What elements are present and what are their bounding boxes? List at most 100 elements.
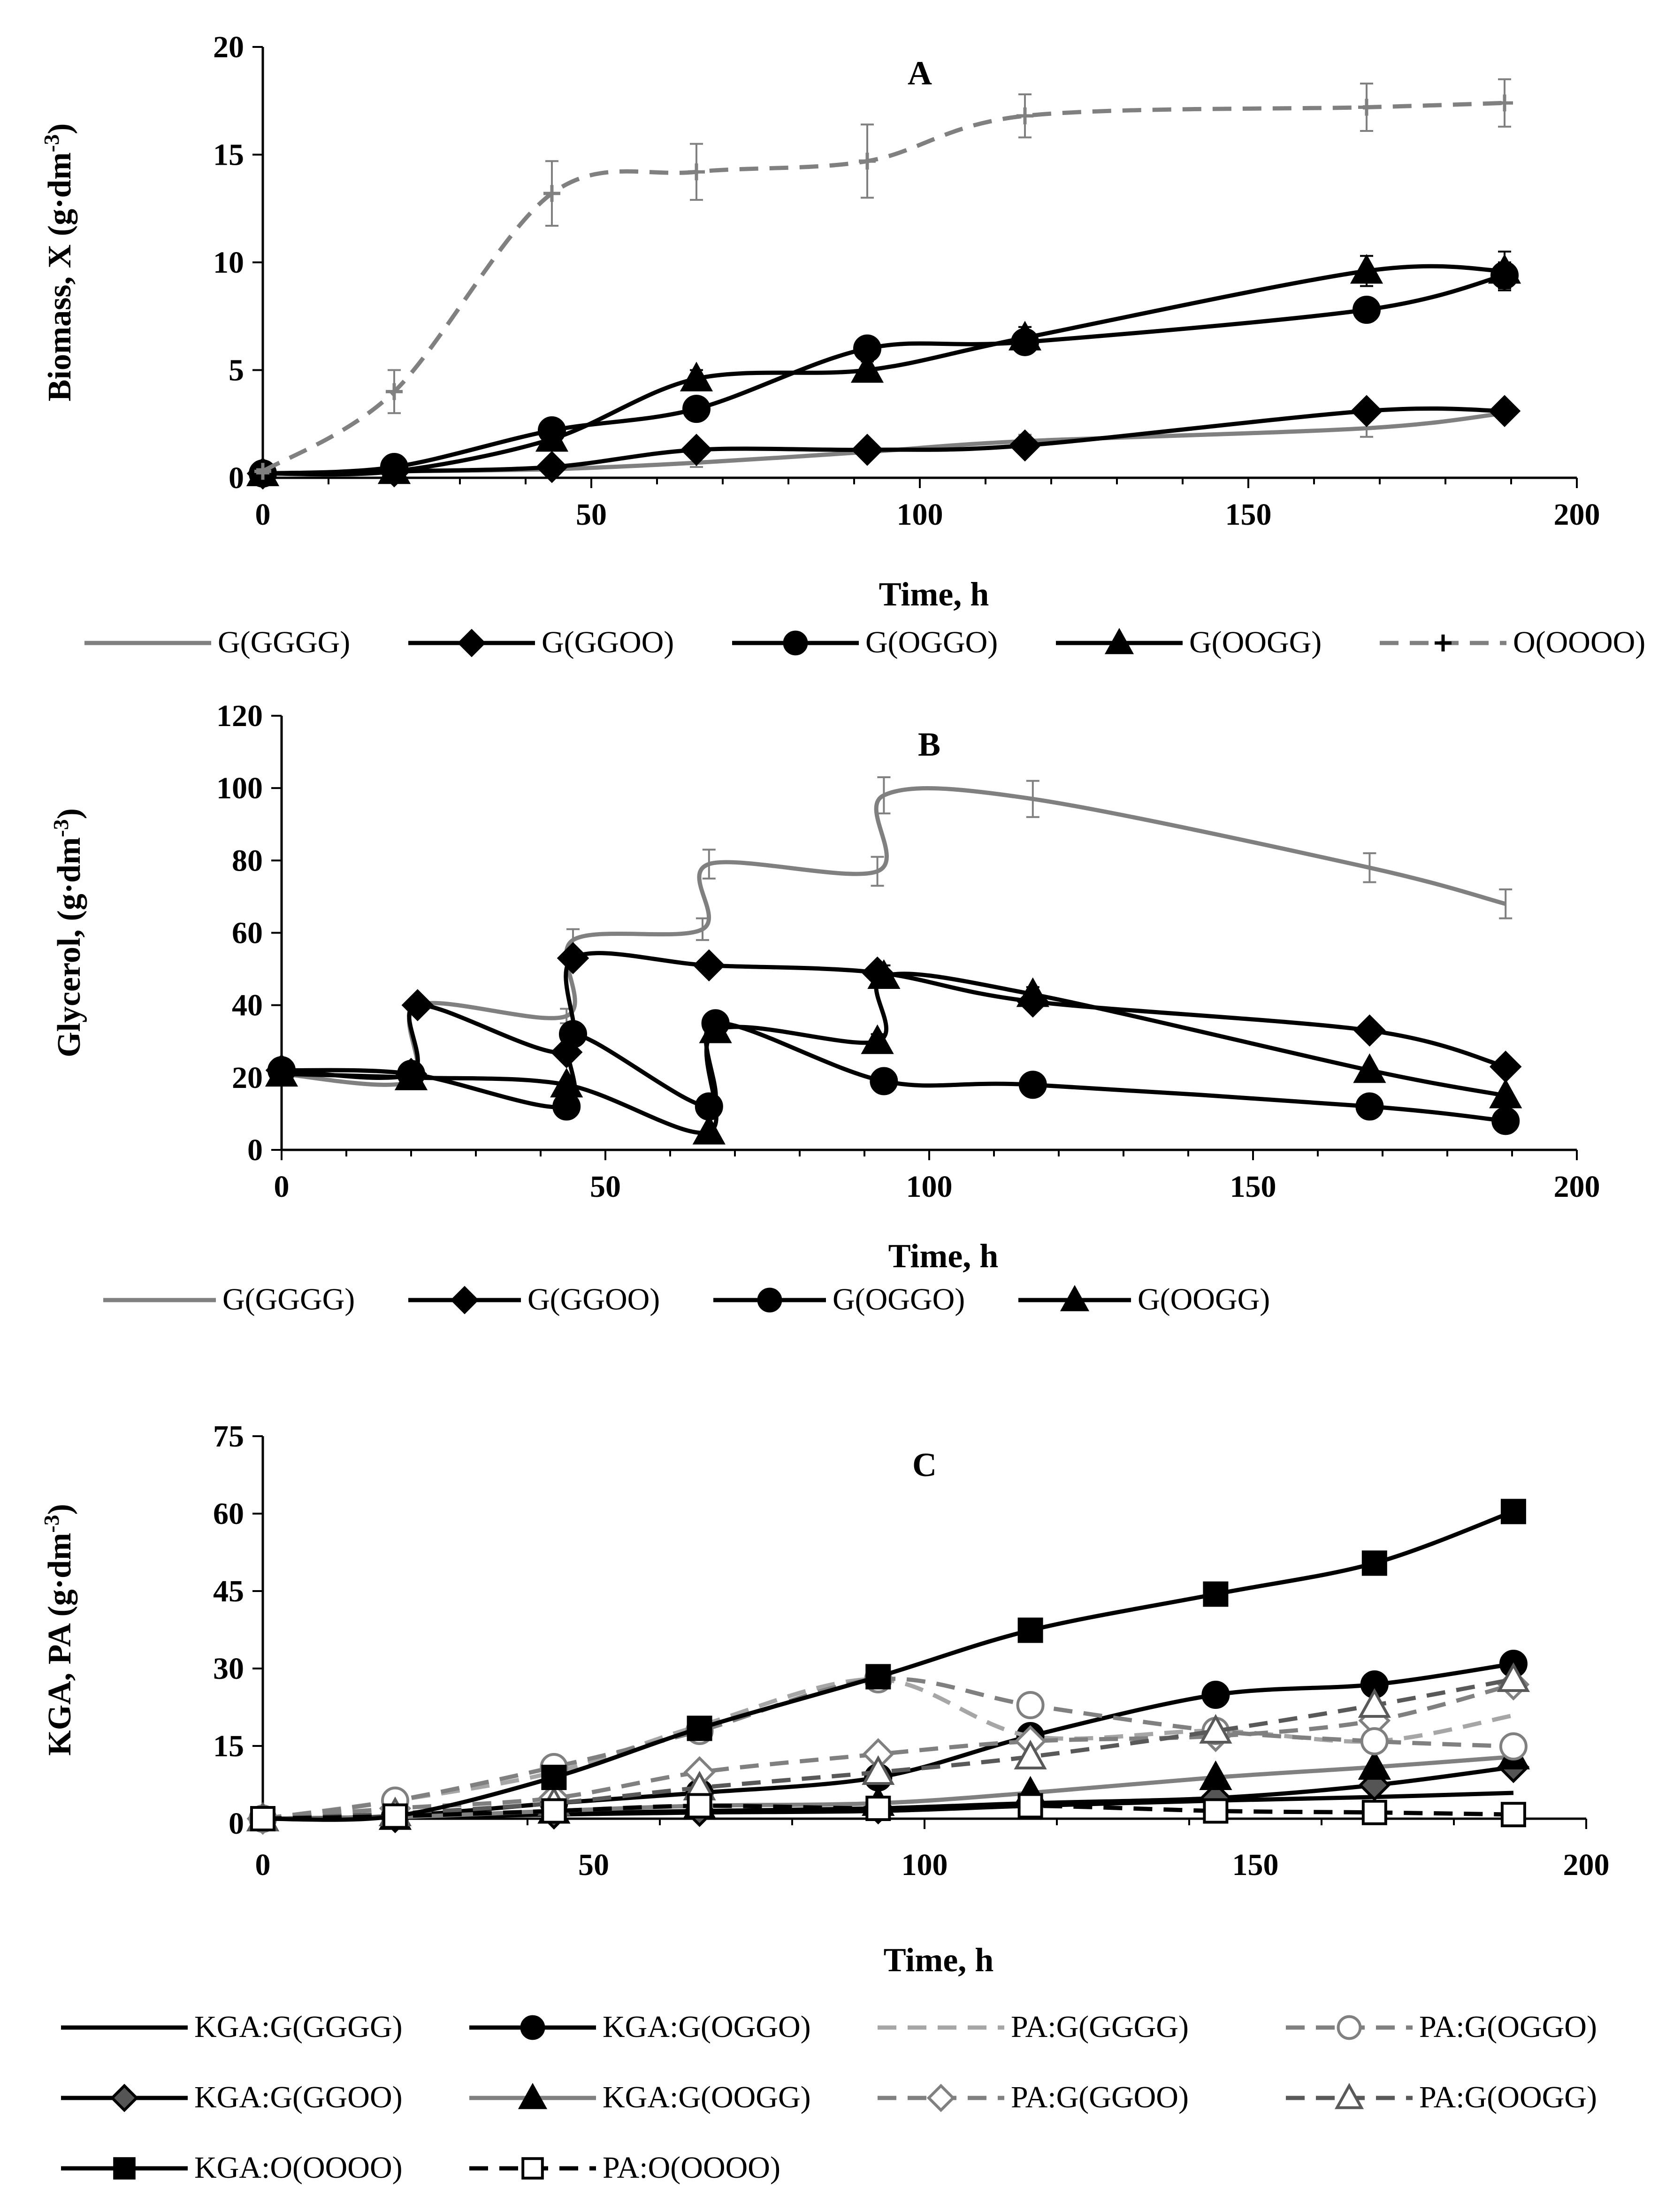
data-point: [1016, 977, 1049, 1007]
data-point: [1017, 1617, 1043, 1643]
chart-panel-a: 0 50 100 150 200 0 5 10 15 20 A Time, h Biomass, X (…: [39, 30, 1646, 659]
data-point: [687, 1715, 712, 1741]
x-tick-label: 0: [255, 498, 271, 532]
legend-label: PA:G(GGOO): [1011, 2080, 1189, 2114]
data-point: [862, 1755, 895, 1785]
x-tick-label: 200: [1554, 1170, 1600, 1204]
legend-label: G(GGOO): [527, 1282, 660, 1316]
y-tick-label: 20: [232, 1061, 263, 1095]
y-tick-label: 60: [232, 916, 263, 950]
legend-item-pa-g-gggg: PA:G(GGGG): [878, 2010, 1189, 2044]
y-tick-label: 40: [232, 988, 263, 1023]
legend-label: PA:G(OGGO): [1419, 2010, 1597, 2044]
legend-label: G(GGGG): [218, 625, 350, 659]
legend-label: G(OGGO): [833, 1282, 965, 1316]
data-point: [692, 1115, 726, 1145]
legend-item-pa-g-oggo: PA:G(OGGO): [1286, 2010, 1597, 2044]
data-point: [680, 434, 713, 466]
legend-item-g-ggoo: G(GGOO): [408, 625, 674, 659]
legend-label: G(OOGG): [1138, 1282, 1270, 1316]
x-tick-label: 200: [1563, 1848, 1610, 1882]
data-point: [865, 1664, 891, 1690]
data-point: [250, 1806, 275, 1831]
x-tick-label: 0: [274, 1170, 290, 1204]
data-point: [1355, 1092, 1384, 1121]
data-point: [552, 1092, 581, 1121]
legend-item-kga-o-oooo: KGA:O(OOOO): [61, 2151, 403, 2185]
legend-item-g-ggoo: G(GGOO): [408, 1282, 660, 1316]
legend-marker: [1337, 2015, 1362, 2040]
data-point: [1496, 94, 1513, 112]
series-g-ggoo: [265, 942, 1522, 1090]
data-point: [535, 451, 568, 483]
data-point: [401, 989, 434, 1021]
legend-label: PA:G(OOGG): [1419, 2080, 1597, 2114]
data-point: [1199, 1760, 1232, 1790]
data-point: [1488, 254, 1521, 284]
legend-item-g-gggg: G(GGGG): [103, 1282, 355, 1316]
x-tick-label: 50: [590, 1170, 621, 1204]
series-line: [281, 951, 1506, 1080]
y-tick-label: 60: [213, 1497, 244, 1531]
legend-label: KGA:G(OGGO): [603, 2010, 811, 2044]
legend-label: G(GGOO): [542, 625, 674, 659]
data-point: [865, 1796, 891, 1821]
legend-label: PA:O(OOOO): [603, 2151, 780, 2185]
legend-marker: [521, 2157, 544, 2180]
legend-marker: [1104, 628, 1134, 654]
chart-panel-c: 0 50 100 150 200 0 15 30 45 60 75 C Time, h KGA, PA (…: [39, 1419, 1610, 2185]
data-point: [254, 463, 271, 480]
data-point: [1016, 107, 1033, 124]
series-line: [261, 100, 1505, 474]
data-point: [870, 1067, 898, 1095]
legend-item-g-oogg: G(OOGG): [1056, 625, 1322, 659]
error-bar: [696, 917, 709, 941]
data-point: [1009, 429, 1041, 462]
y-tick-label: 0: [229, 1806, 244, 1841]
legend-item-g-oogg: G(OOGG): [1018, 1282, 1270, 1316]
legend-marker: [1060, 1285, 1090, 1311]
x-axis-label: Time, h: [884, 1941, 994, 1979]
data-point: [1488, 395, 1521, 427]
data-point: [550, 1068, 583, 1098]
legend-item-o-oooo: O(OOOO): [1380, 625, 1645, 659]
series-line: [281, 786, 1506, 1087]
legend-marker: [926, 2083, 955, 2112]
data-point: [680, 361, 713, 391]
data-point: [1500, 1499, 1526, 1524]
legend-marker: [783, 630, 808, 656]
legend-item-pa-o-oooo: PA:O(OOOO): [469, 2151, 780, 2185]
data-point: [559, 1020, 587, 1049]
data-point: [1016, 1691, 1045, 1719]
data-point: [1017, 1793, 1043, 1819]
legend-item-kga-g-oogg: KGA:G(OOGG): [469, 2080, 811, 2114]
data-point: [382, 1803, 408, 1829]
legend-item-g-gggg: G(GGGG): [84, 625, 350, 659]
y-tick-label: 30: [213, 1652, 244, 1686]
chart-panel-b: 0 50 100 150 200 0 20 40 60 80 100 120 B Time, h Glyce…: [49, 699, 1600, 1316]
data-point: [1203, 1581, 1229, 1607]
data-point: [394, 1060, 428, 1090]
series-line: [262, 264, 1505, 477]
series-pa-o-oooo: [250, 1793, 1526, 1831]
y-tick-label: 15: [213, 1729, 244, 1763]
x-tick-label: 150: [1232, 1848, 1279, 1882]
data-point: [850, 353, 884, 383]
x-tick-label: 100: [902, 1848, 948, 1882]
y-axis-label: Glycerol, (g·dm-3): [49, 808, 88, 1057]
data-point: [265, 1056, 298, 1087]
data-point: [1358, 99, 1375, 116]
data-point: [557, 942, 589, 974]
legend-item-g-oggo: G(OGGO): [732, 625, 998, 659]
series-line: [281, 972, 1506, 1135]
data-point: [699, 1013, 732, 1043]
y-tick-label: 0: [229, 461, 244, 495]
panel-label: A: [908, 54, 932, 92]
data-point: [861, 1024, 894, 1054]
legend-item-kga-g-oggo: KGA:G(OGGO): [469, 2010, 811, 2044]
legend-marker: [757, 1287, 782, 1313]
data-point: [1491, 1107, 1520, 1135]
data-point: [1018, 1071, 1047, 1099]
legend-label: PA:G(GGGG): [1011, 2010, 1189, 2044]
